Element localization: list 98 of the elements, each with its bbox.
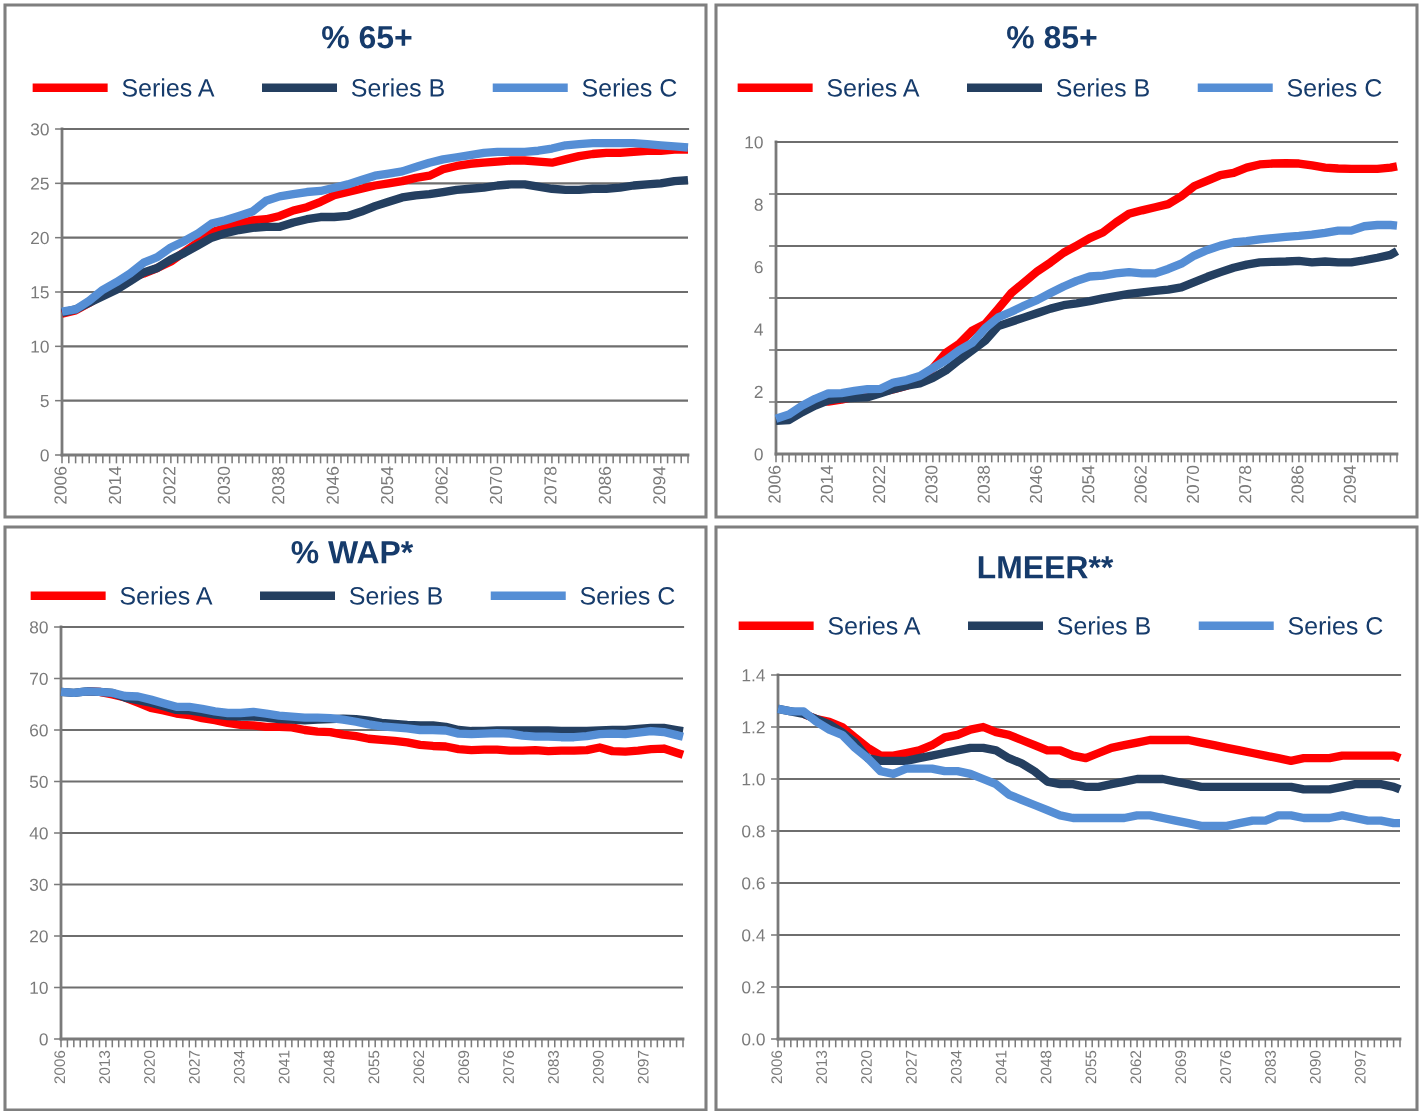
x-tick-label: 2054 [380, 466, 394, 504]
x-tick-label: 2086 [598, 466, 612, 504]
x-tick-label: 2054 [1082, 465, 1095, 503]
y-tick-label: 30 [29, 878, 48, 891]
x-tick-label: 2027 [905, 1050, 917, 1084]
x-tick-label: 2006 [771, 1050, 783, 1084]
y-tick-label: 0 [40, 449, 49, 462]
x-tick-label: 2055 [368, 1050, 380, 1084]
x-tick-label: 2041 [278, 1050, 290, 1084]
y-tick-label: 1.4 [742, 669, 765, 682]
x-tick-label: 2078 [1239, 465, 1252, 503]
y-tick-label: 0.8 [742, 825, 765, 838]
x-tick-label: 2083 [548, 1050, 559, 1084]
legend-label: Series B [1056, 78, 1149, 97]
x-tick-label: 2038 [977, 465, 990, 503]
x-tick-label: 2062 [1134, 465, 1147, 503]
y-tick-label: 0.2 [742, 981, 765, 994]
x-tick-label: 2030 [217, 466, 230, 504]
x-tick-label: 2034 [233, 1050, 245, 1084]
x-tick-label: 2055 [1085, 1050, 1097, 1084]
y-tick-label: 5 [40, 395, 49, 408]
x-tick-label: 2014 [108, 466, 122, 504]
legend-label: Series B [349, 586, 442, 605]
chart-title: % WAP* [291, 541, 414, 564]
x-tick-label: 2048 [323, 1050, 335, 1084]
x-tick-label: 2041 [995, 1050, 1007, 1084]
x-tick-label: 2094 [1343, 465, 1356, 503]
x-tick-label: 2062 [413, 1050, 425, 1084]
x-tick-label: 2086 [1291, 465, 1304, 503]
y-tick-label: 50 [29, 775, 48, 788]
x-tick-label: 2048 [1040, 1050, 1052, 1084]
chart-title: LMEER** [978, 556, 1114, 579]
x-tick-label: 2094 [653, 466, 666, 504]
legend-label: Series C [1287, 78, 1382, 97]
y-tick-label: 0.0 [742, 1033, 765, 1046]
y-tick-label: 25 [31, 177, 49, 190]
x-tick-label: 2013 [99, 1050, 110, 1084]
y-tick-label: 4 [754, 323, 763, 336]
x-tick-label: 2076 [503, 1050, 514, 1084]
y-tick-label: 80 [29, 621, 48, 634]
x-tick-label: 2070 [1186, 465, 1200, 503]
x-tick-label: 2006 [54, 1050, 66, 1084]
legend-label: Series B [1057, 616, 1150, 635]
x-tick-label: 2022 [872, 465, 886, 503]
y-tick-label: 1.2 [742, 721, 765, 734]
x-tick-label: 2062 [435, 466, 448, 504]
x-tick-label: 2014 [820, 465, 833, 503]
y-tick-label: 70 [30, 672, 48, 685]
y-tick-label: 0.6 [742, 877, 765, 890]
x-tick-label: 2090 [592, 1050, 604, 1084]
legend-label: Series A [120, 586, 213, 605]
y-tick-label: 1.0 [742, 773, 765, 786]
chart-title: % 65+ [322, 25, 412, 49]
legend-label: Series C [582, 78, 677, 97]
legend-label: Series A [122, 78, 215, 97]
legend-label: Series A [827, 78, 920, 97]
y-tick-label: 0.4 [742, 929, 765, 942]
legend-label: Series B [351, 78, 444, 97]
x-tick-label: 2030 [925, 465, 938, 503]
x-tick-label: 2006 [54, 466, 67, 504]
y-tick-label: 10 [30, 981, 48, 994]
x-tick-label: 2038 [272, 466, 285, 504]
y-tick-label: 20 [31, 231, 49, 245]
x-tick-label: 2020 [861, 1050, 872, 1084]
y-tick-label: 0 [39, 1033, 48, 1046]
x-tick-label: 2083 [1265, 1050, 1276, 1084]
x-tick-label: 2022 [163, 466, 176, 504]
x-tick-label: 2097 [637, 1050, 649, 1084]
legend-label: Series A [828, 616, 921, 635]
x-tick-label: 2046 [1029, 465, 1043, 503]
legend-label: Series C [580, 586, 675, 605]
y-tick-label: 30 [30, 123, 49, 136]
x-tick-label: 2078 [544, 466, 557, 504]
x-tick-label: 2097 [1354, 1050, 1366, 1084]
x-tick-label: 2090 [1309, 1050, 1321, 1084]
y-tick-label: 10 [31, 340, 49, 353]
y-tick-label: 0 [754, 448, 763, 461]
y-tick-label: 40 [29, 827, 48, 840]
x-tick-label: 2062 [1130, 1050, 1142, 1084]
chart-title: % 85+ [1007, 25, 1097, 49]
x-tick-label: 2076 [1220, 1050, 1231, 1084]
y-tick-label: 8 [754, 198, 763, 211]
x-tick-label: 2069 [458, 1050, 470, 1084]
x-tick-label: 2006 [768, 465, 781, 503]
x-tick-label: 2020 [144, 1050, 155, 1084]
y-tick-label: 2 [754, 385, 763, 398]
x-tick-label: 2069 [1175, 1050, 1187, 1084]
y-tick-label: 15 [31, 286, 49, 299]
x-tick-label: 2070 [489, 466, 503, 504]
x-tick-label: 2027 [188, 1050, 200, 1084]
y-tick-label: 60 [30, 724, 48, 737]
legend-label: Series C [1288, 616, 1383, 635]
y-tick-label: 10 [745, 136, 763, 149]
x-tick-label: 2013 [816, 1050, 827, 1084]
y-tick-label: 6 [754, 260, 763, 274]
x-tick-label: 2046 [326, 466, 339, 504]
y-tick-label: 20 [30, 930, 48, 943]
x-tick-label: 2034 [950, 1050, 962, 1084]
